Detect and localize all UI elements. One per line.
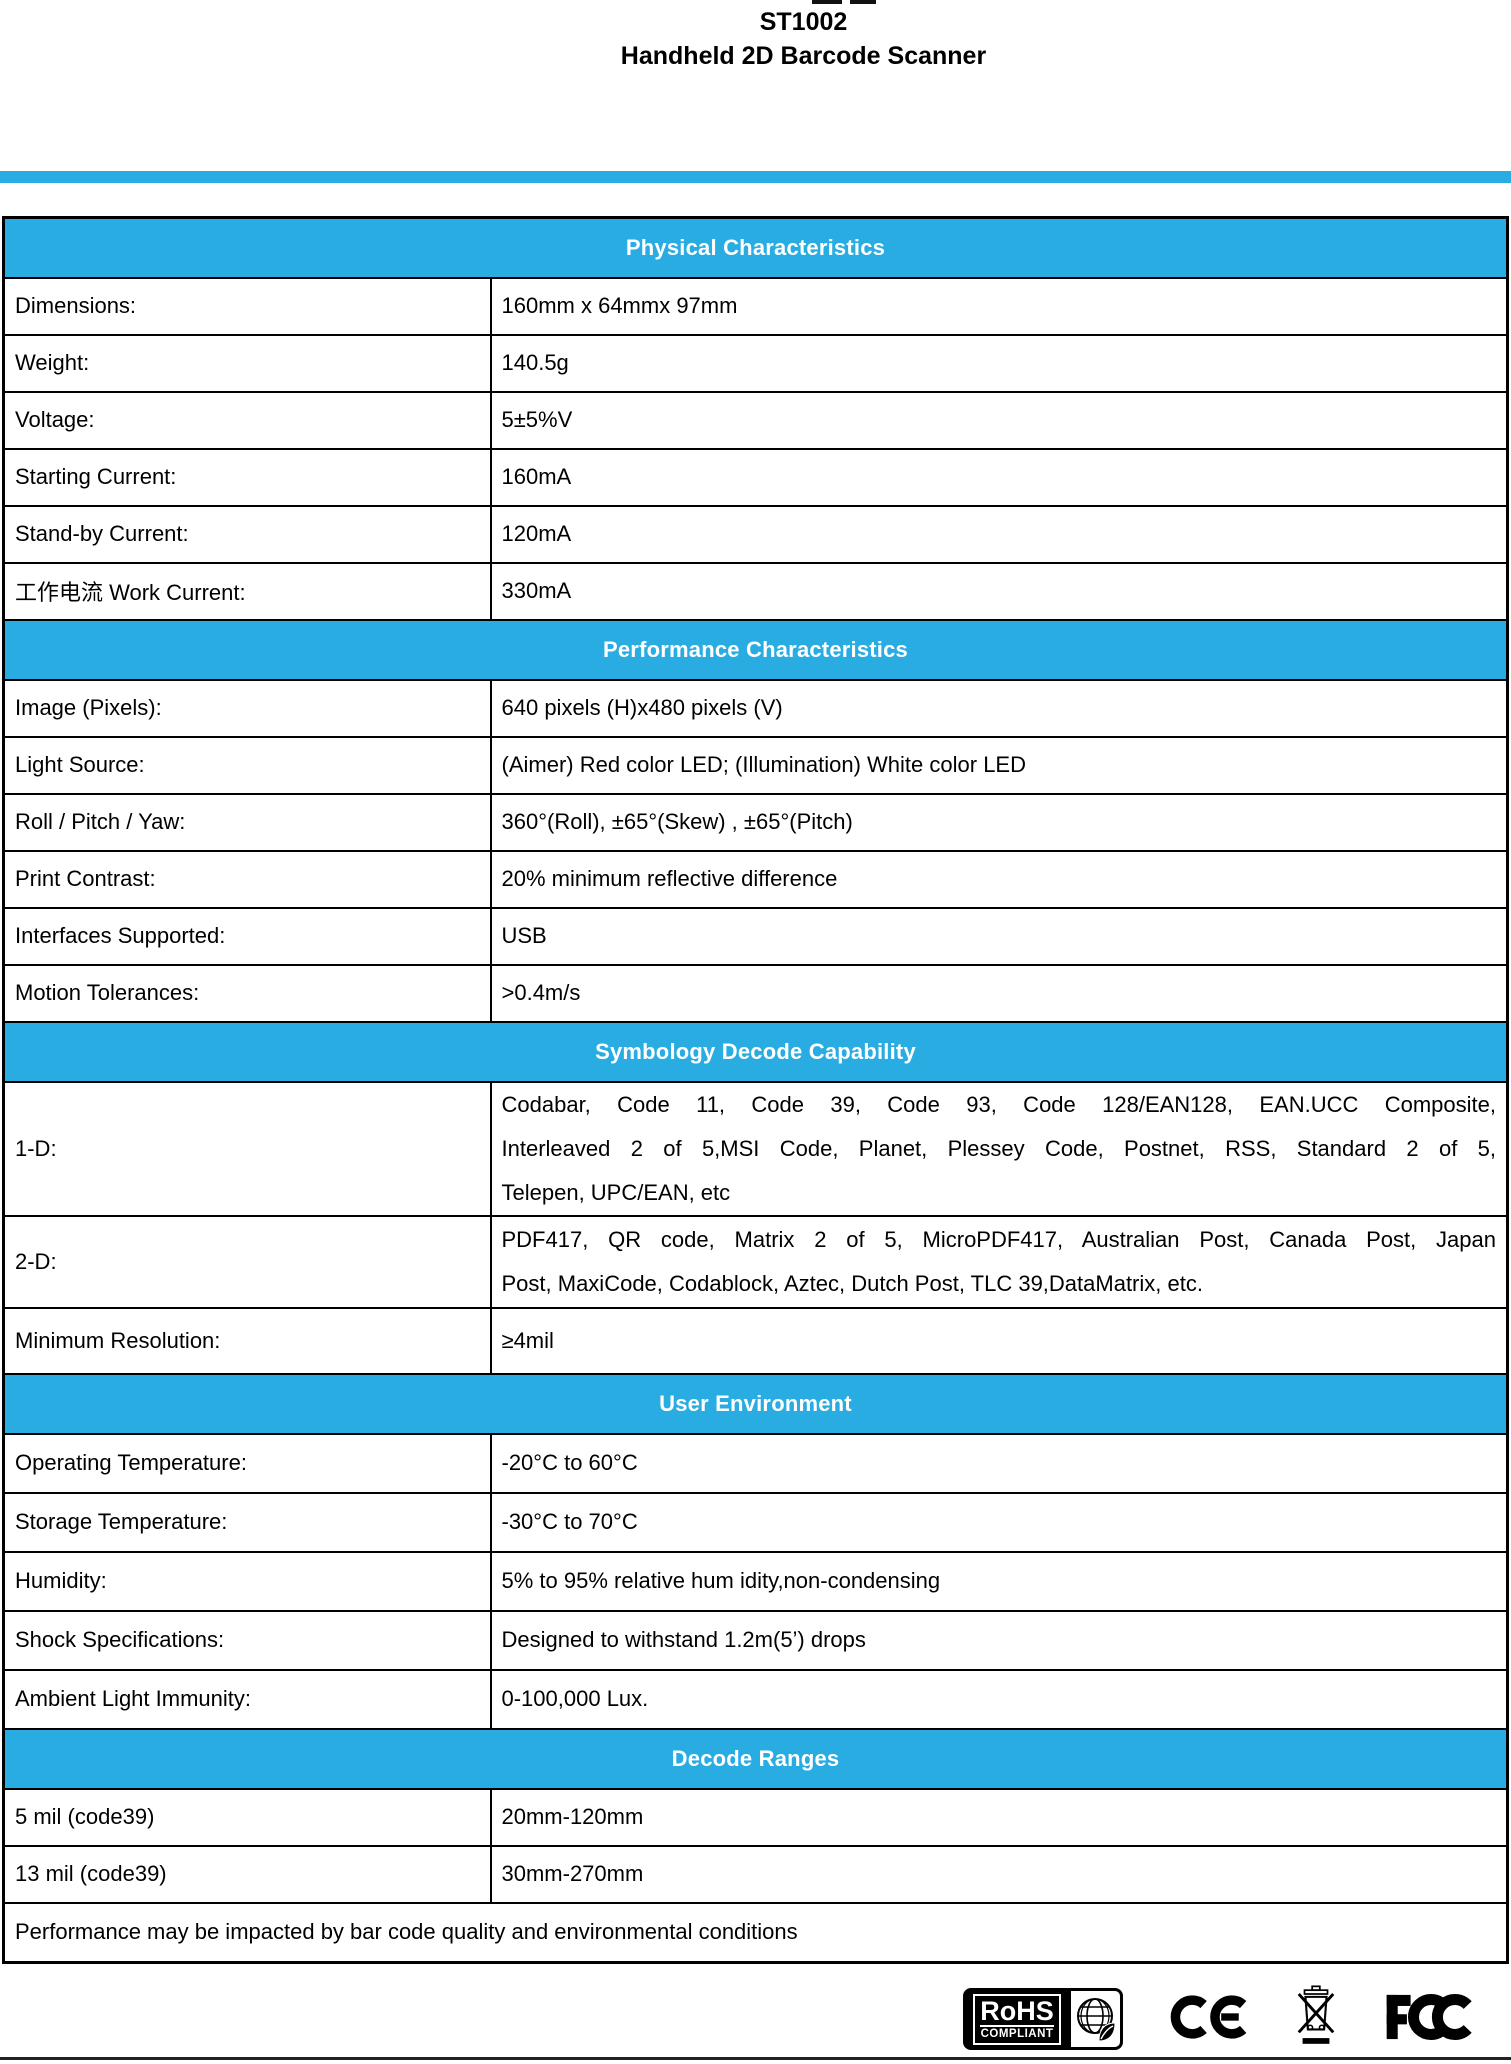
page-title: ST1002 Handheld 2D Barcode Scanner [96,5,1511,73]
table-row: 5 mil (code39) 20mm-120mm [2,1787,1509,1847]
spec-label: Minimum Resolution: [2,1306,492,1375]
globe-icon [1071,1988,1123,2050]
spec-value: USB [489,906,1509,966]
spec-label: Roll / Pitch / Yaw: [2,792,492,852]
table-row: 1-D: Codabar, Code 11, Code 39, Code 93,… [2,1080,1509,1217]
spec-label: Voltage: [2,390,492,450]
spec-label: Humidity: [2,1550,492,1612]
ce-mark [1167,1989,1249,2050]
accent-divider-bar [0,171,1511,183]
table-row: Minimum Resolution: ≥4mil [2,1306,1509,1375]
table-row: Storage Temperature: -30°C to 70°C [2,1491,1509,1553]
spec-label: Stand-by Current: [2,504,492,564]
rohs-logo: RoHS COMPLIANT [963,1988,1123,2050]
table-row: Motion Tolerances: >0.4m/s [2,963,1509,1023]
spec-value: 360°(Roll), ±65°(Skew) , ±65°(Pitch) [489,792,1509,852]
symbology-1d-line: Telepen, UPC/EAN, etc [501,1179,731,1205]
rohs-compliant-label: COMPLIANT [980,2024,1054,2041]
product-model: ST1002 [759,8,848,36]
symbology-2d-line: PDF417, QR code, Matrix 2 of 5, MicroPDF… [501,1226,1497,1252]
spec-value: 160mm x 64mmx 97mm [489,276,1509,336]
symbology-2d-line: Post, MaxiCode, Codablock, Aztec, Dutch … [501,1270,1203,1296]
spec-value: 160mA [489,447,1509,507]
symbology-1d-line: Interleaved 2 of 5,MSI Code, Planet, Ple… [501,1135,1497,1161]
spec-value: 330mA [489,561,1509,621]
spec-value: -30°C to 70°C [489,1491,1509,1553]
table-row: Light Source: (Aimer) Red color LED; (Ill… [2,735,1509,795]
spec-value: Designed to withstand 1.2m(5’) drops [489,1609,1509,1671]
spec-value: 20% minimum reflective difference [489,849,1509,909]
spec-value: 140.5g [489,333,1509,393]
spec-value: >0.4m/s [489,963,1509,1023]
fcc-logo [1383,1989,1475,2050]
page-bottom-cut-line [0,2057,1511,2060]
table-row: Humidity: 5% to 95% relative hum idity,no… [2,1550,1509,1612]
table-row: Performance may be impacted by bar code … [2,1901,1509,1964]
symbology-1d-line: Codabar, Code 11, Code 39, Code 93, Code… [501,1091,1497,1117]
table-row: 工作电流 Work Current: 330mA [2,561,1509,621]
spec-value: 640 pixels (H)x480 pixels (V) [489,678,1509,738]
table-row: Stand-by Current: 120mA [2,504,1509,564]
table-row: Dimensions: 160mm x 64mmx 97mm [2,276,1509,336]
table-row: Image (Pixels): 640 pixels (H)x480 pixels… [2,678,1509,738]
spec-value: ≥4mil [489,1306,1509,1375]
spec-label: 1-D: [2,1080,492,1217]
cropped-text-fragment [812,0,876,4]
spec-label: Storage Temperature: [2,1491,492,1553]
table-row: Weight: 140.5g [2,333,1509,393]
spec-value: (Aimer) Red color LED; (Illumination) Wh… [489,735,1509,795]
spec-value: PDF417, QR code, Matrix 2 of 5, MicroPDF… [489,1214,1509,1309]
table-row: 13 mil (code39) 30mm-270mm [2,1844,1509,1904]
table-row: Interfaces Supported: USB [2,906,1509,966]
table-row: Starting Current: 160mA [2,447,1509,507]
spec-value: 0-100,000 Lux. [489,1668,1509,1730]
table-row: Shock Specifications: Designed to withsta… [2,1609,1509,1671]
spec-label: Print Contrast: [2,849,492,909]
spec-label: Shock Specifications: [2,1609,492,1671]
spec-label: Ambient Light Immunity: [2,1668,492,1730]
spec-value: Codabar, Code 11, Code 39, Code 93, Code… [489,1080,1509,1217]
section-header-symbology: Symbology Decode Capability [2,1020,1509,1083]
weee-bin-icon [1293,1984,1339,2054]
spec-value: -20°C to 60°C [489,1432,1509,1494]
spec-value: 20mm-120mm [489,1787,1509,1847]
performance-note: Performance may be impacted by bar code … [2,1901,1509,1964]
spec-value: 120mA [489,504,1509,564]
spec-value: 5±5%V [489,390,1509,450]
section-header-decode-ranges: Decode Ranges [2,1727,1509,1790]
section-header-environment: User Environment [2,1372,1509,1435]
table-row: 2-D: PDF417, QR code, Matrix 2 of 5, Mic… [2,1214,1509,1309]
table-row: Roll / Pitch / Yaw: 360°(Roll), ±65°(Skew… [2,792,1509,852]
spec-label: Starting Current: [2,447,492,507]
section-header-performance: Performance Characteristics [2,618,1509,681]
table-row: Voltage: 5±5%V [2,390,1509,450]
spec-label: Dimensions: [2,276,492,336]
certification-logos: RoHS COMPLIANT [963,1984,1475,2054]
spec-value: 30mm-270mm [489,1844,1509,1904]
section-header-physical: Physical Characteristics [2,216,1509,279]
spec-label: Operating Temperature: [2,1432,492,1494]
spec-label: Interfaces Supported: [2,906,492,966]
spec-table: Physical Characteristics Dimensions: 160m… [2,216,1509,1964]
spec-label: Light Source: [2,735,492,795]
table-row: Print Contrast: 20% minimum reflective di… [2,849,1509,909]
spec-label: 5 mil (code39) [2,1787,492,1847]
spec-label: Weight: [2,333,492,393]
spec-label: 工作电流 Work Current: [2,561,492,621]
spec-label: Image (Pixels): [2,678,492,738]
rohs-label: RoHS [980,1995,1054,2026]
spec-value: 5% to 95% relative hum idity,non-condens… [489,1550,1509,1612]
product-name: Handheld 2D Barcode Scanner [620,42,987,70]
table-row: Operating Temperature: -20°C to 60°C [2,1432,1509,1494]
spec-label: Motion Tolerances: [2,963,492,1023]
spec-label: 13 mil (code39) [2,1844,492,1904]
spec-label: 2-D: [2,1214,492,1309]
table-row: Ambient Light Immunity: 0-100,000 Lux. [2,1668,1509,1730]
